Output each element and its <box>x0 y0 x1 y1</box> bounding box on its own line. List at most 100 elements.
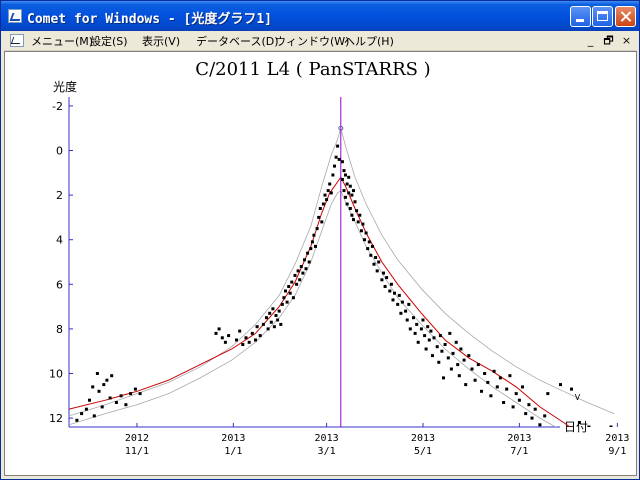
data-point <box>464 383 468 387</box>
data-point <box>415 322 419 326</box>
title-bar[interactable]: Comet for Windows - [光度グラフ1] <box>1 1 639 31</box>
graph-view[interactable]: C/2011 L4 ( PanSTARRS ) 光度 日付 -2 0 2 4 6 8 10 1… <box>4 51 637 476</box>
data-point <box>546 392 550 396</box>
data-point <box>405 318 409 322</box>
mdi-restore-button[interactable]: 🗗 <box>603 34 614 47</box>
data-point <box>223 340 227 344</box>
mdi-minimize-button[interactable]: _ <box>587 34 594 47</box>
data-point <box>84 407 88 411</box>
data-point <box>342 189 346 193</box>
data-point <box>492 369 496 373</box>
data-point <box>91 385 95 389</box>
data-point <box>276 318 280 322</box>
data-point <box>321 202 325 206</box>
data-point <box>508 374 512 378</box>
menu-menu[interactable]: メニュー(M) <box>31 35 94 48</box>
data-point <box>114 401 118 404</box>
data-point <box>431 354 434 358</box>
data-point <box>340 178 344 181</box>
data-point <box>483 372 487 375</box>
data-point <box>363 238 366 242</box>
data-point <box>247 340 251 344</box>
data-point <box>110 374 114 378</box>
data-point <box>254 338 257 342</box>
data-point <box>413 331 417 335</box>
data-point <box>315 227 319 231</box>
data-point <box>577 421 581 424</box>
data-point <box>244 336 248 340</box>
data-point <box>511 405 515 409</box>
data-point <box>347 175 351 179</box>
data-point <box>443 343 447 346</box>
close-button[interactable] <box>615 6 636 27</box>
y-tick-label: 4 <box>56 234 63 247</box>
data-point <box>280 302 284 306</box>
data-point <box>217 327 221 331</box>
x-tick-year: 2013 <box>315 433 339 444</box>
data-point <box>524 412 528 416</box>
minimize-button[interactable] <box>570 6 591 27</box>
data-point <box>358 213 362 217</box>
data-point <box>138 392 142 396</box>
data-point <box>399 311 403 315</box>
data-point <box>258 334 262 338</box>
data-point <box>318 207 322 210</box>
maximize-button[interactable] <box>592 6 613 27</box>
data-point <box>393 291 396 295</box>
data-point <box>421 318 425 322</box>
data-point <box>277 309 281 313</box>
data-point <box>306 251 310 255</box>
data-point <box>369 253 373 257</box>
data-point <box>303 258 306 262</box>
data-point <box>530 416 534 420</box>
data-point <box>375 269 379 273</box>
data-point <box>238 329 242 333</box>
x-tick-year: 2013 <box>605 433 629 444</box>
data-point <box>288 291 292 295</box>
data-point <box>372 262 376 266</box>
menu-database[interactable]: データベース(D) <box>196 35 279 48</box>
data-point <box>119 394 123 398</box>
observation-points <box>75 144 613 427</box>
perihelion-marker <box>338 125 344 131</box>
data-point <box>105 378 109 382</box>
data-point <box>326 189 330 193</box>
data-point <box>397 293 401 297</box>
document-graph-icon[interactable] <box>10 34 24 47</box>
menu-help[interactable]: ヘルプ(H) <box>344 35 394 48</box>
mdi-close-button[interactable]: × <box>621 34 632 47</box>
data-point <box>293 273 297 277</box>
y-tick-label: 2 <box>56 189 63 202</box>
data-point <box>266 327 270 331</box>
data-point <box>350 213 354 217</box>
menu-view[interactable]: 表示(V) <box>142 35 181 48</box>
y-tick-label: 10 <box>49 367 63 380</box>
data-point <box>416 340 420 344</box>
data-point <box>309 247 313 251</box>
x-tick-date: 1/1 <box>224 446 242 457</box>
y-axis-label: 光度 <box>53 79 77 94</box>
menu-settings[interactable]: 設定(S) <box>90 35 128 48</box>
envelope-upper-curve <box>69 126 615 417</box>
graph-app-icon[interactable] <box>8 9 22 23</box>
data-point <box>438 334 442 338</box>
data-point <box>527 403 531 407</box>
data-point <box>331 173 335 177</box>
light-curve-chart: C/2011 L4 ( PanSTARRS ) 光度 日付 -2 0 2 4 6 8 10 1… <box>49 59 629 457</box>
y-tick-label: 12 <box>49 412 63 425</box>
y-tick-label: 0 <box>56 145 63 158</box>
chart-axes: -2 0 2 4 6 8 10 12 2012 11/1 2013 1/1 2013 3/1 2013 5/1… <box>49 97 629 457</box>
data-point <box>333 164 336 168</box>
data-point <box>352 218 355 222</box>
data-point <box>517 398 521 402</box>
data-point <box>279 322 283 326</box>
data-point <box>486 380 490 384</box>
data-point <box>377 260 381 264</box>
data-point <box>271 307 275 311</box>
data-point <box>329 191 333 195</box>
menu-window[interactable]: ウィンドウ(W) <box>275 35 350 48</box>
data-point <box>80 412 84 416</box>
data-point <box>323 193 327 197</box>
data-point <box>75 418 79 422</box>
data-point <box>449 367 453 371</box>
